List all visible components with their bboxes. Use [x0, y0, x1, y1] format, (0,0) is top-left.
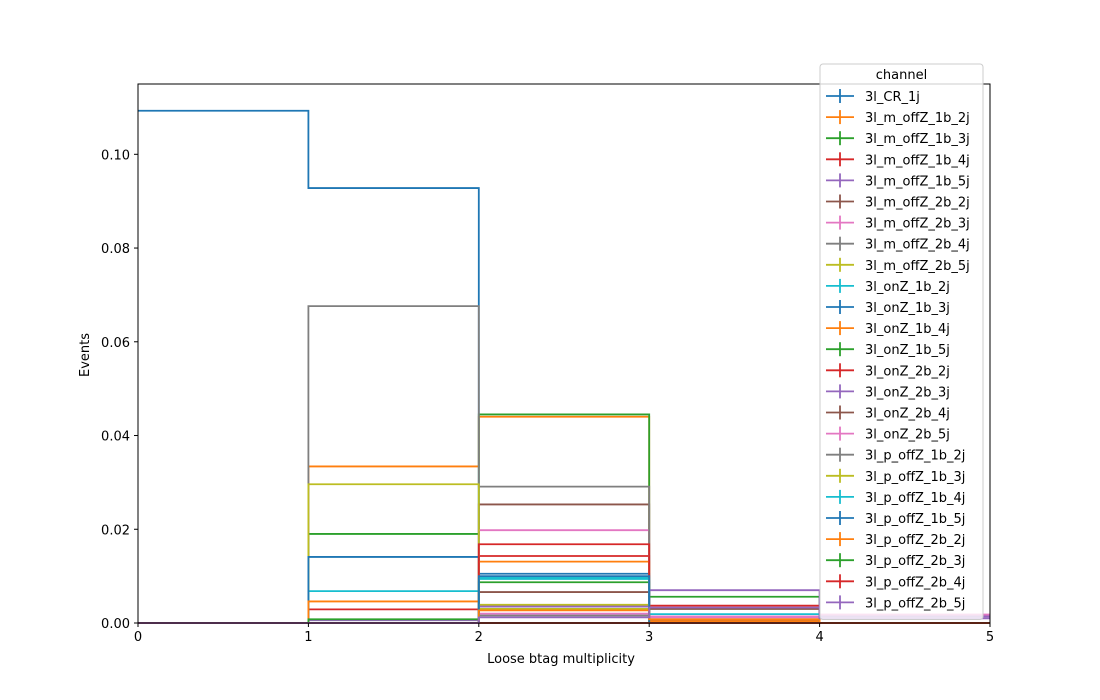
legend-label: 3l_onZ_1b_3j [865, 301, 950, 316]
legend-label: 3l_p_offZ_1b_3j [865, 470, 965, 485]
legend: channel 3l_CR_1j 3l_m_offZ_1b_2j 3l_m_offZ_… [819, 63, 984, 620]
legend-item-3l_p_offZ_2b_2j: 3l_p_offZ_2b_2j [826, 532, 965, 548]
legend-label: 3l_p_offZ_2b_4j [865, 575, 965, 590]
legend-item-3l_p_offZ_1b_2j: 3l_p_offZ_1b_2j [826, 447, 965, 464]
legend-label: 3l_p_offZ_2b_5j [865, 596, 965, 611]
legend-label: 3l_p_offZ_1b_4j [865, 491, 965, 506]
legend-item-3l_onZ_2b_5j: 3l_onZ_2b_5j [826, 426, 950, 443]
y-tick-label: 0.02 [101, 523, 130, 538]
y-tick-label: 0.06 [101, 336, 130, 351]
legend-item-3l_p_offZ_2b_3j: 3l_p_offZ_2b_3j [826, 553, 965, 569]
legend-label: 3l_m_offZ_2b_4j [865, 238, 970, 253]
legend-label: 3l_p_offZ_1b_2j [865, 449, 965, 464]
legend-item-3l_onZ_1b_5j: 3l_onZ_1b_5j [826, 342, 950, 358]
legend-item-3l_p_offZ_1b_5j: 3l_p_offZ_1b_5j [826, 511, 965, 527]
legend-item-3l_p_offZ_2b_5j: 3l_p_offZ_2b_5j [826, 595, 965, 611]
legend-item-3l_m_offZ_2b_3j: 3l_m_offZ_2b_3j [826, 215, 970, 232]
axes-layer: 0 1 2 3 4 5 0.00 0.02 0.04 0.06 0.08 0.10 [101, 83, 994, 645]
y-axis-label: Events [78, 333, 93, 377]
legend-item-3l_onZ_2b_4j: 3l_onZ_2b_4j [826, 405, 950, 422]
legend-item-3l_p_offZ_2b_4j: 3l_p_offZ_2b_4j [826, 574, 965, 590]
x-tick-label: 4 [815, 630, 823, 645]
x-axis-label: Loose btag multiplicity [487, 652, 635, 667]
legend-label: 3l_CR_1j [865, 90, 920, 105]
legend-item-3l_onZ_2b_2j: 3l_onZ_2b_2j [826, 363, 950, 379]
y-tick-label: 0.04 [101, 430, 130, 445]
y-tick-label: 0.00 [101, 617, 130, 632]
legend-item-3l_onZ_1b_3j: 3l_onZ_1b_3j [826, 300, 950, 316]
legend-label: 3l_onZ_1b_4j [865, 322, 950, 337]
y-tick-label: 0.08 [101, 242, 130, 257]
x-tick-label: 0 [134, 630, 142, 645]
legend-item-3l_onZ_2b_3j: 3l_onZ_2b_3j [826, 384, 950, 400]
legend-label: 3l_m_offZ_2b_3j [865, 217, 970, 232]
legend-label: 3l_m_offZ_2b_5j [865, 259, 970, 274]
legend-item-3l_m_offZ_1b_5j: 3l_m_offZ_1b_5j [826, 173, 970, 189]
legend-label: 3l_onZ_2b_2j [865, 364, 950, 379]
legend-label: 3l_m_offZ_1b_4j [865, 153, 970, 168]
legend-label: 3l_p_offZ_2b_3j [865, 554, 965, 569]
legend-item-3l_CR_1j: 3l_CR_1j [826, 89, 920, 105]
legend-label: 3l_onZ_2b_3j [865, 385, 950, 400]
legend-item-3l_m_offZ_1b_3j: 3l_m_offZ_1b_3j [826, 131, 970, 147]
legend-item-3l_m_offZ_2b_4j: 3l_m_offZ_2b_4j [826, 236, 970, 253]
legend-label: 3l_m_offZ_1b_5j [865, 174, 970, 189]
legend-item-3l_m_offZ_1b_2j: 3l_m_offZ_1b_2j [826, 110, 970, 126]
legend-label: 3l_onZ_2b_5j [865, 428, 950, 443]
legend-label: 3l_onZ_1b_2j [865, 280, 950, 295]
legend-item-3l_m_offZ_2b_5j: 3l_m_offZ_2b_5j [826, 257, 970, 274]
x-tick-label: 2 [475, 630, 483, 645]
axes-frame [137, 83, 991, 624]
legend-item-3l_p_offZ_1b_3j: 3l_p_offZ_1b_3j [826, 468, 965, 485]
legend-title: channel [876, 68, 927, 83]
y-tick-label: 0.10 [101, 148, 130, 163]
legend-item-3l_onZ_1b_4j: 3l_onZ_1b_4j [826, 321, 950, 337]
x-tick-label: 3 [645, 630, 653, 645]
legend-label: 3l_m_offZ_2b_2j [865, 196, 970, 211]
legend-item-3l_m_offZ_2b_2j: 3l_m_offZ_2b_2j [826, 194, 970, 211]
legend-item-3l_onZ_1b_2j: 3l_onZ_1b_2j [826, 278, 950, 295]
x-tick-label: 1 [304, 630, 312, 645]
legend-label: 3l_onZ_2b_4j [865, 407, 950, 422]
legend-item-3l_p_offZ_1b_4j: 3l_p_offZ_1b_4j [826, 489, 965, 506]
legend-label: 3l_m_offZ_1b_3j [865, 132, 970, 147]
legend-label: 3l_onZ_1b_5j [865, 343, 950, 358]
legend-label: 3l_m_offZ_1b_2j [865, 111, 970, 126]
legend-label: 3l_p_offZ_2b_2j [865, 533, 965, 548]
legend-label: 3l_p_offZ_1b_5j [865, 512, 965, 527]
x-tick-label: 5 [986, 630, 994, 645]
legend-item-3l_m_offZ_1b_4j: 3l_m_offZ_1b_4j [826, 152, 970, 168]
legend-box [819, 63, 984, 620]
